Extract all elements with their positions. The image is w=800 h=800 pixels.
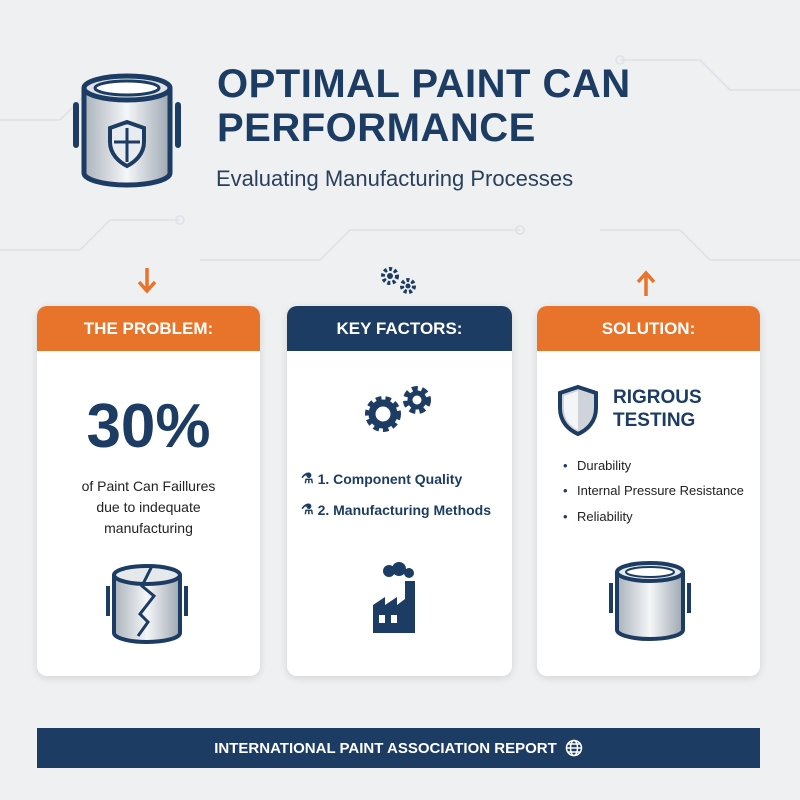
problem-description: of Paint Can Faillures due to indequate ma… (81, 478, 216, 536)
card-header: THE PROBLEM: (37, 306, 260, 351)
card-header: SOLUTION: (537, 306, 760, 351)
footer-banner: INTERNATIONAL PAINT ASSOCIATION REPORT (37, 728, 760, 768)
paint-can-shield-icon (73, 73, 181, 188)
shield-icon (558, 384, 598, 436)
problem-card: THE PROBLEM: 30% of Paint Can Faillures d… (37, 306, 260, 676)
solution-title: RIGROUS TESTING (613, 387, 702, 431)
flask-icon: ⚗ (301, 470, 314, 486)
factor-item: ⚗ 1. Component Quality (301, 470, 463, 487)
globe-icon (565, 739, 582, 757)
card-header: KEY FACTORS: (287, 306, 512, 351)
footer-text: INTERNATIONAL PAINT ASSOCIATION REPORT (214, 739, 557, 757)
gears-icon (365, 386, 431, 432)
arrow-down-icon (137, 268, 157, 294)
arrow-up-icon (636, 270, 656, 296)
page-subtitle: Evaluating Manufacturing Processes (216, 166, 574, 191)
gears-icon (381, 267, 416, 294)
cracked-can-icon (106, 564, 188, 644)
bullet-item: Durability (563, 458, 631, 473)
bullet-item: Internal Pressure Resistance (563, 483, 744, 498)
problem-stat: 30% (86, 392, 211, 461)
flask-icon: ⚗ (301, 501, 314, 517)
factory-icon (373, 562, 415, 633)
paint-can-icon (609, 561, 691, 641)
page-title: OPTIMAL PAINT CAN PERFORMANCE (217, 62, 631, 150)
bullet-item: Reliability (563, 509, 633, 524)
key-factors-card: KEY FACTORS: ⚗ 1. Component Quality ⚗ 2. M… (287, 306, 512, 676)
factor-item: ⚗ 2. Manufacturing Methods (301, 501, 492, 518)
